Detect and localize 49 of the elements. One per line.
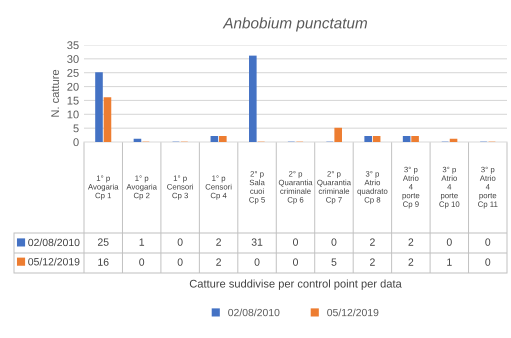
bar (95, 72, 103, 142)
bar (210, 136, 218, 142)
bar (411, 136, 419, 142)
y-tick-label: 35 (67, 41, 79, 50)
data-label: 0 (293, 238, 298, 246)
data-label: 2 (370, 258, 375, 266)
text: 05/12/2019 (327, 308, 378, 316)
bar (249, 56, 257, 142)
data-label: 31 (252, 238, 262, 246)
data-label: 0 (178, 258, 183, 266)
data-label: 2 (370, 238, 375, 246)
data-label: 2 (216, 258, 221, 266)
data-label: 25 (98, 238, 109, 246)
data-label: 0 (139, 258, 144, 266)
data-label: 0 (485, 258, 490, 266)
data-label: 1 (140, 238, 144, 246)
data-label: 0 (446, 238, 452, 246)
y-tick-label: 25 (67, 68, 79, 77)
data-label: 0 (254, 258, 260, 266)
bar (364, 136, 372, 142)
text: 02/08/2010 (228, 308, 280, 316)
bar (402, 136, 410, 142)
bar (134, 138, 142, 142)
y-tick-label: 5 (73, 124, 79, 132)
y-tick-label: 10 (68, 110, 79, 118)
data-label: 16 (98, 258, 109, 266)
bar (219, 136, 227, 142)
bar (372, 136, 380, 142)
y-tick-label: 15 (68, 96, 79, 105)
data-label: 0 (178, 238, 183, 246)
bar (450, 138, 458, 142)
data-label: 2 (408, 258, 414, 266)
bar (334, 128, 342, 142)
data-label: 0 (331, 238, 336, 246)
legend-label: 05/12/2019 (28, 258, 80, 266)
bar (104, 97, 112, 142)
y-axis-title: N. catture (51, 70, 60, 117)
text: Catture suddivise per control point per data (190, 279, 402, 290)
chart-title: Anbobium punctatum (222, 17, 367, 32)
y-tick-label: 0 (73, 138, 79, 146)
y-tick-label: 20 (67, 82, 79, 91)
data-label: 0 (293, 258, 298, 266)
data-label: 2 (216, 238, 221, 246)
legend-label: 02/08/2010 (28, 238, 80, 246)
data-label: 1 (447, 258, 452, 266)
data-label: 5 (331, 258, 336, 266)
data-label: 0 (485, 238, 490, 246)
data-label: 2 (408, 238, 414, 246)
y-tick-label: 30 (67, 55, 79, 63)
